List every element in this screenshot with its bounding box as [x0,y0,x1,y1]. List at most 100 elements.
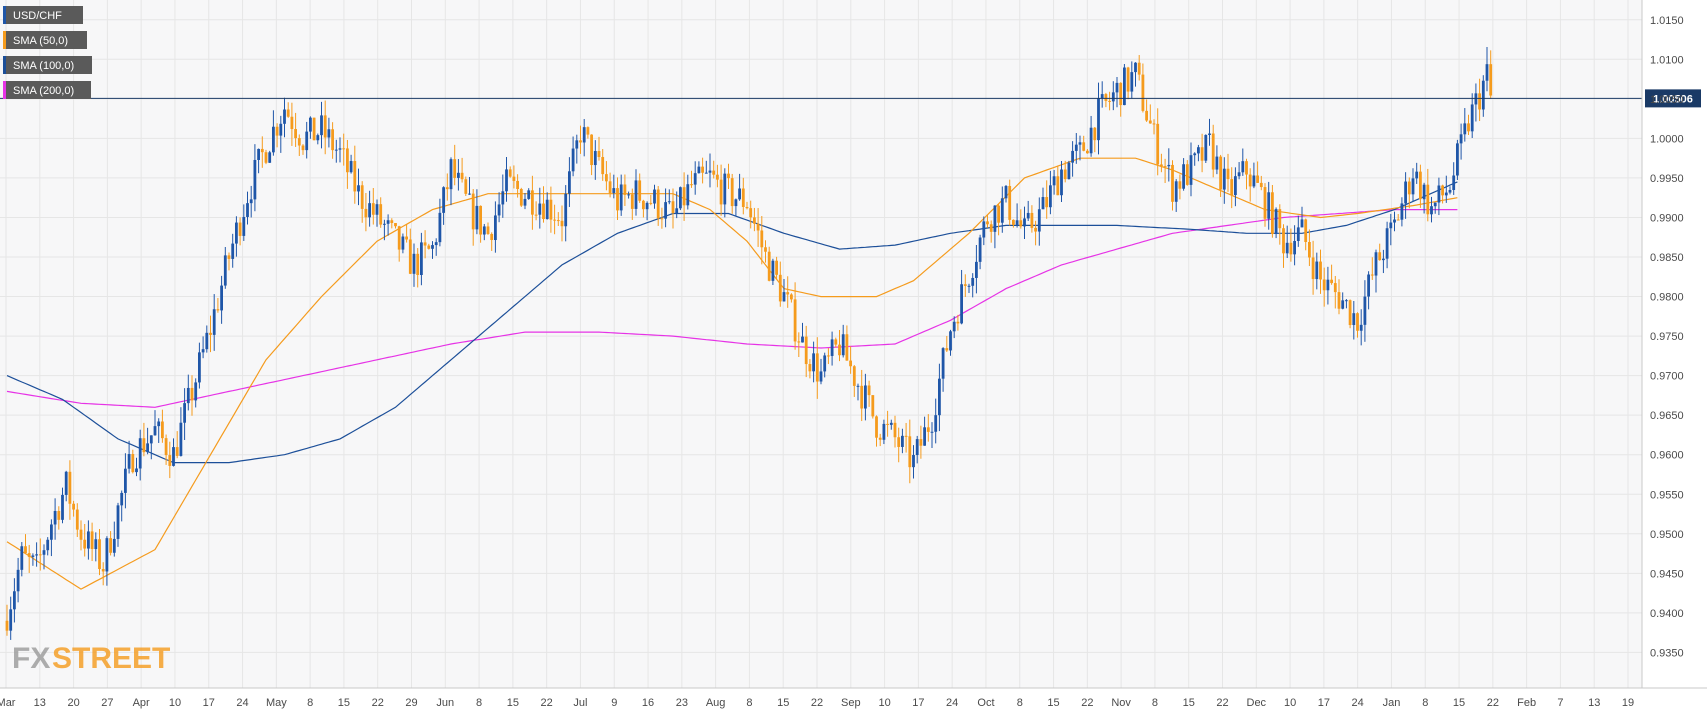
candle-body [827,355,830,357]
sma-200-line [6,209,1458,408]
candle-body [420,242,423,275]
candle-body [960,284,963,324]
candle-body [1230,179,1234,196]
candle-body [201,349,205,353]
candle-body [68,471,72,504]
candle-body [153,426,157,436]
candle-body [1222,168,1226,190]
legend-item-box [3,81,91,99]
candle-body [930,431,934,433]
candle-body [394,223,397,227]
candle-body [623,184,627,195]
candle-body [642,200,645,210]
candle-body [1208,133,1211,135]
candle-body [501,191,505,205]
x-tick-label: Feb [1517,697,1536,709]
candle-body [442,187,445,213]
candle-body [357,185,360,192]
candle-body [1019,220,1023,227]
x-tick-label: 29 [405,697,417,709]
candle-body [531,190,534,215]
candle-body [1437,185,1441,203]
candle-body [305,131,309,151]
candle-body [819,371,823,382]
candle-body [175,447,179,456]
candle-body [383,223,386,225]
candle-body [527,190,531,199]
candle-body [989,224,993,232]
legend-swatch [3,31,6,49]
candle-body [1444,192,1448,196]
candle-body [823,355,827,372]
candle-body [1119,82,1123,106]
candle-body [1293,241,1296,255]
candle-body [856,385,860,387]
candle-body [630,194,634,209]
candle-body [1074,144,1078,151]
candle-body [634,180,638,209]
candle-body [1045,197,1049,208]
y-tick-label: 0.9350 [1650,647,1684,659]
candle-body [568,171,571,194]
candle-body [1156,123,1160,165]
candle-body [1178,181,1182,189]
candle-body [1370,274,1374,276]
x-axis: Mar 13 20 27 Apr 10 17 24 May 8 15 22 29 Jun 8 15 22 Jul 9… [0,697,1634,709]
candle-body [1289,242,1293,255]
candle-body [815,353,819,382]
candle-body [1141,74,1145,111]
candle-body [13,591,16,610]
candle-body [523,198,527,206]
candle-body [286,109,290,117]
candle-body [1385,228,1389,259]
candle-body [338,148,342,150]
candle-body [79,529,83,540]
candle-body [87,531,90,549]
candle-body [90,531,94,550]
candle-body [312,117,316,141]
candle-body [1322,279,1326,291]
candle-body [320,115,323,136]
candle-body [878,437,882,440]
candle-body [845,334,849,361]
candle-body [904,435,908,437]
legend-item-box [3,56,92,74]
candle-body [149,435,153,444]
candle-body [645,202,649,210]
y-tick-label: 1.0100 [1650,54,1684,66]
candle-body [1263,187,1267,219]
candle-body [1004,185,1008,199]
candle-body [945,348,949,351]
candle-body [601,157,605,175]
candle-body [1382,258,1385,261]
x-tick-label: 8 [1422,697,1428,709]
candle-body [64,471,68,495]
candle-body [1330,279,1333,284]
candle-body [186,387,190,404]
candle-body [1137,62,1141,75]
candle-body [889,422,893,425]
candle-body [1470,104,1474,132]
candle-body [427,245,431,249]
candle-body [172,447,175,466]
candle-body [1308,241,1311,258]
candle-body [704,172,708,174]
candle-body [908,436,912,468]
candle-body [46,539,50,551]
candle-body [460,172,464,180]
candle-body [1126,67,1130,92]
candle-body [1489,64,1493,96]
candle-body [1023,218,1026,227]
candle-body [1304,219,1308,242]
candle-body [808,364,812,372]
candle-body [1393,219,1396,223]
candle-body [719,179,723,205]
candle-body [975,261,978,278]
candle-body [653,189,656,204]
x-tick-label: 8 [1152,697,1158,709]
x-tick-label: Apr [133,697,150,709]
candle-body [675,208,679,214]
y-tick-label: 0.9950 [1650,173,1684,185]
candle-body [24,546,27,554]
